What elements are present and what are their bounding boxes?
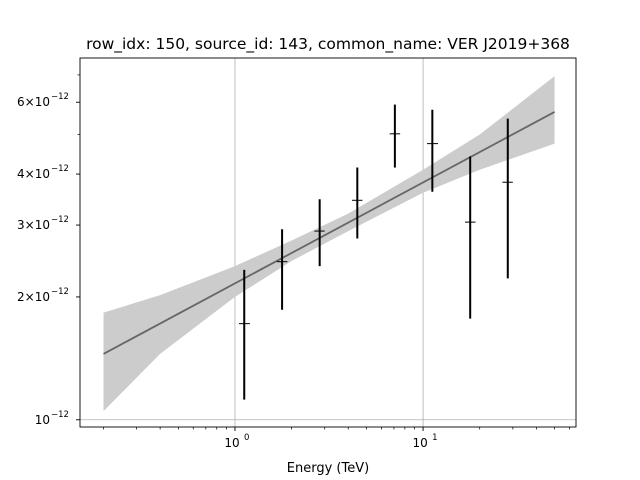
x-tick-label: 10 xyxy=(412,436,427,450)
x-axis-label: Energy (TeV) xyxy=(287,461,369,476)
x-tick-label-exp: 0 xyxy=(244,433,249,443)
plot-area: 10 0 10 110 −122×10 −123×10 −124×10 −126×10 −12 xyxy=(17,57,577,450)
y-tick-label: 10 xyxy=(35,413,50,427)
confidence-band xyxy=(103,76,555,412)
y-tick-label: 4×10 xyxy=(17,167,50,181)
y-tick-label: 6×10 xyxy=(17,95,50,109)
model-line xyxy=(103,111,555,355)
y-tick-label: 3×10 xyxy=(17,218,50,232)
y-tick-label-exp: −12 xyxy=(51,164,69,174)
plot-frame xyxy=(79,57,577,428)
x-tick-label: 10 xyxy=(224,436,239,450)
y-tick-label: 2×10 xyxy=(17,290,50,304)
y-tick-label-exp: −12 xyxy=(51,92,69,102)
x-tick-label-exp: 1 xyxy=(432,433,437,443)
y-tick-label-exp: −12 xyxy=(51,410,69,420)
y-tick-label-exp: −12 xyxy=(51,215,69,225)
chart-title: row_idx: 150, source_id: 143, common_nam… xyxy=(86,35,570,54)
y-tick-label-exp: −12 xyxy=(51,287,69,297)
